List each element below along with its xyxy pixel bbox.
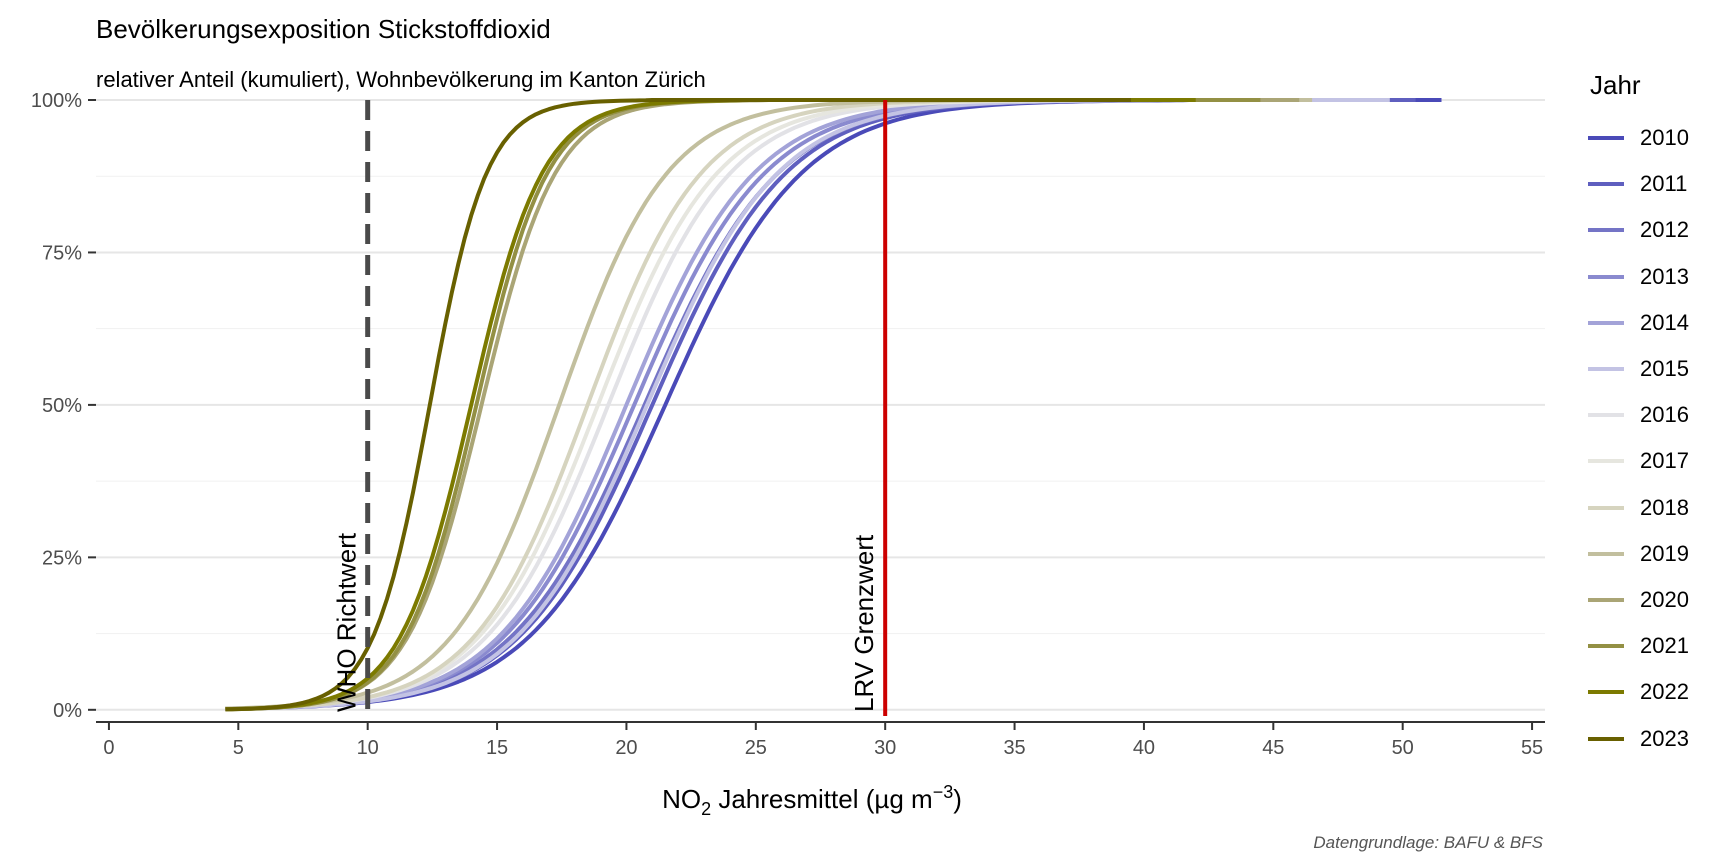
grid-lines	[96, 99, 1545, 711]
x-tick-label: 5	[233, 737, 244, 759]
y-tick-label: 25%	[42, 547, 82, 569]
legend-swatch	[1588, 644, 1624, 649]
legend-swatch	[1588, 505, 1624, 510]
legend-label: 2012	[1640, 217, 1689, 243]
series-line-2023	[225, 98, 1131, 712]
legend-label: 2011	[1640, 171, 1688, 197]
legend-swatch	[1588, 182, 1624, 187]
legend-label: 2020	[1640, 586, 1689, 612]
legend-label: 2019	[1640, 540, 1689, 566]
axes: 0 5 10 15 20 25 30 35 40 45 50 55 0% 25% 50% 75% 100%	[31, 90, 1545, 759]
y-tick-label: 75%	[42, 242, 82, 264]
x-tick-label: 20	[615, 737, 637, 759]
legend-swatch	[1588, 274, 1624, 279]
x-tick-label: 0	[103, 737, 114, 759]
x-tick-label: 40	[1133, 737, 1155, 759]
legend-swatch	[1588, 459, 1624, 464]
x-tick-label: 45	[1262, 737, 1284, 759]
x-tick-label: 35	[1003, 737, 1025, 759]
reference-lines: WHO Richtwert LRV Grenzwert	[332, 100, 888, 716]
legend-label: 2023	[1640, 725, 1689, 751]
legend-swatch	[1588, 736, 1624, 741]
legend-swatch	[1588, 597, 1624, 602]
y-tick-label: 100%	[31, 90, 82, 112]
x-tick-label: 10	[357, 737, 379, 759]
legend-label: 2021	[1640, 633, 1689, 659]
legend-label: 2015	[1640, 356, 1689, 382]
legend-item-2021: 2021	[1588, 623, 1689, 669]
reference-label-lrv: LRV Grenzwert	[849, 534, 879, 712]
legend-swatch	[1588, 367, 1624, 372]
legend-swatch	[1588, 136, 1624, 141]
legend-swatch	[1588, 228, 1624, 233]
legend-item-2013: 2013	[1588, 254, 1689, 300]
legend-label: 2016	[1640, 402, 1689, 428]
legend-item-2012: 2012	[1588, 207, 1689, 253]
legend-label: 2022	[1640, 679, 1689, 705]
chart-subtitle: relativer Anteil (kumuliert), Wohnbevölk…	[96, 67, 706, 92]
legend-item-2018: 2018	[1588, 485, 1689, 531]
x-tick-label: 25	[745, 737, 767, 759]
x-axis-label: NO2 Jahresmittel (µg m−3)	[662, 782, 962, 819]
legend-label: 2014	[1640, 309, 1689, 335]
series-lines	[225, 98, 1442, 712]
legend-item-2014: 2014	[1588, 300, 1689, 346]
legend-swatch	[1588, 320, 1624, 325]
legend-swatch	[1588, 551, 1624, 556]
legend-swatch	[1588, 413, 1624, 418]
legend-label: 2010	[1640, 125, 1689, 151]
legend-label: 2017	[1640, 448, 1689, 474]
legend-item-2015: 2015	[1588, 346, 1689, 392]
x-tick-label: 15	[486, 737, 508, 759]
reference-label-who: WHO Richtwert	[332, 532, 362, 712]
legend-item-2023: 2023	[1588, 715, 1689, 761]
legend-item-2011: 2011	[1588, 161, 1689, 207]
legend-swatch	[1588, 690, 1624, 695]
x-tick-label: 55	[1521, 737, 1543, 759]
legend-item-2022: 2022	[1588, 669, 1689, 715]
legend-item-2016: 2016	[1588, 392, 1689, 438]
y-tick-label: 0%	[53, 700, 82, 722]
legend-title: Jahr	[1590, 70, 1641, 100]
y-tick-label: 50%	[42, 395, 82, 417]
x-tick-label: 50	[1392, 737, 1414, 759]
legend-label: 2018	[1640, 494, 1689, 520]
x-tick-label: 30	[874, 737, 896, 759]
legend-label: 2013	[1640, 263, 1689, 289]
data-source-caption: Datengrundlage: BAFU & BFS	[1313, 833, 1543, 852]
chart-title: Bevölkerungsexposition Stickstoffdioxid	[96, 14, 551, 44]
legend-item-2019: 2019	[1588, 531, 1689, 577]
legend-item-2010: 2010	[1588, 115, 1689, 161]
legend: Jahr 2010 2011 2012 2013 2014 2015 2016 2017 201…	[1588, 70, 1689, 762]
legend-item-2017: 2017	[1588, 438, 1689, 484]
legend-item-2020: 2020	[1588, 577, 1689, 623]
